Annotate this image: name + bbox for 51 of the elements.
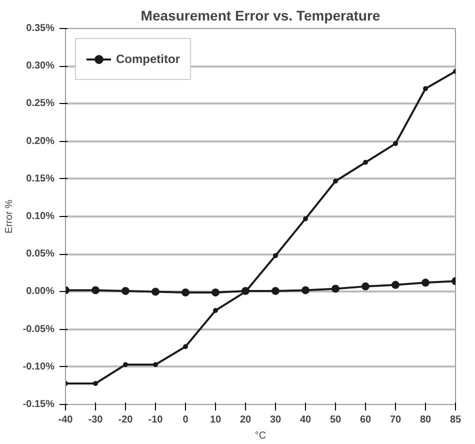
point — [153, 362, 158, 368]
point — [393, 141, 398, 146]
y-tick-label: -0.15% — [22, 399, 55, 410]
point — [422, 278, 430, 287]
point — [392, 280, 400, 289]
y-tick-label: -0.10% — [22, 361, 55, 372]
x-tick-label: 20 — [240, 414, 252, 426]
x-axis-title: °C — [254, 430, 266, 442]
point — [333, 178, 338, 184]
point — [363, 160, 368, 165]
x-tick-label: 10 — [210, 414, 222, 426]
y-tick-label: 0.30% — [26, 60, 55, 72]
y-tick-label: 0.25% — [26, 98, 55, 110]
y-tick-label: -0.05% — [22, 324, 55, 335]
y-tick-label: 0.00% — [26, 286, 55, 298]
x-tick-label: 0 — [182, 414, 189, 426]
point — [213, 308, 218, 313]
point — [123, 362, 128, 368]
x-tick-label: 85 — [450, 414, 462, 426]
legend-label: Competitor — [116, 52, 180, 66]
x-tick-label: 30 — [270, 414, 282, 426]
point — [122, 286, 130, 295]
point — [332, 284, 340, 293]
point — [273, 253, 278, 258]
y-tick-label: 0.35% — [26, 23, 55, 34]
y-tick-label: 0.20% — [26, 136, 55, 147]
y-tick-label: 0.05% — [26, 248, 55, 260]
point — [182, 288, 190, 296]
x-tick-label: -10 — [148, 414, 164, 426]
x-tick-label: 60 — [360, 414, 372, 426]
chart-title: Measurement Error vs. Temperature — [140, 8, 380, 24]
point — [423, 86, 428, 92]
point — [303, 216, 308, 222]
x-tick-label: 50 — [330, 414, 342, 426]
point — [362, 282, 370, 290]
point — [272, 286, 280, 295]
point — [183, 344, 188, 350]
point — [93, 380, 98, 386]
x-tick-label: 80 — [420, 414, 432, 426]
x-tick-label: 40 — [300, 414, 312, 426]
point — [152, 288, 160, 296]
y-tick-label: 0.10% — [26, 211, 55, 222]
y-axis-title: Error % — [4, 199, 15, 234]
point — [212, 288, 220, 296]
point — [92, 286, 100, 294]
x-tick-label: 70 — [390, 414, 402, 426]
x-tick-label: -20 — [118, 414, 134, 426]
x-tick-label: -40 — [58, 414, 74, 426]
x-tick-label: -30 — [88, 414, 104, 426]
y-tick-label: 0.15% — [26, 173, 55, 184]
point — [302, 286, 310, 294]
